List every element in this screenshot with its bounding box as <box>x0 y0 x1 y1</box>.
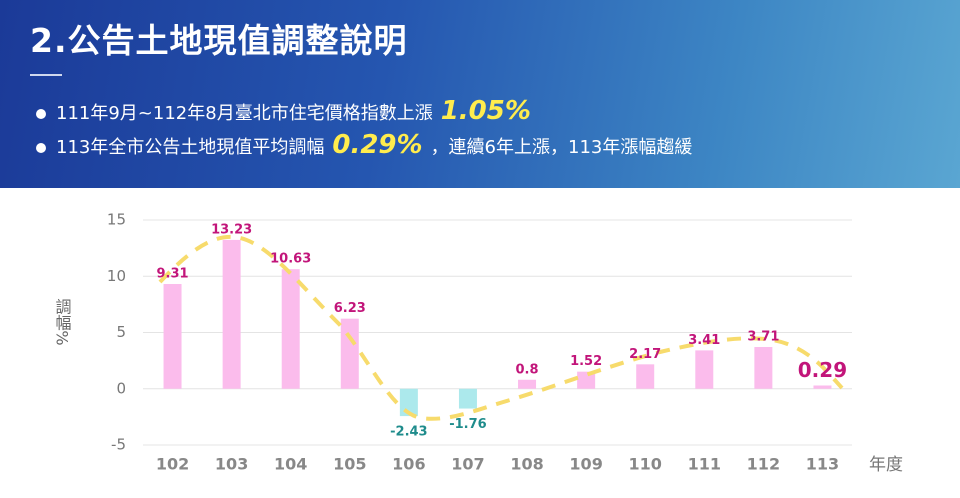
data-label: 9.31 <box>157 267 189 282</box>
y-tick-label: 5 <box>116 323 126 341</box>
bar <box>163 284 182 389</box>
y-tick-label: -5 <box>111 436 126 454</box>
bar <box>399 388 418 417</box>
bullet: 113年全市公告土地現值平均調幅 0.29% ，連續6年上漲，113年漲幅趨緩 <box>36 130 692 160</box>
data-label: 0.29 <box>798 358 847 382</box>
x-tick-label: 109 <box>569 455 602 474</box>
bar <box>458 388 477 409</box>
x-tick-label: 107 <box>451 455 484 474</box>
bar <box>813 385 832 389</box>
highlight: 0.29% <box>332 130 423 160</box>
x-tick-label: 104 <box>274 455 307 474</box>
x-tick-label: 108 <box>510 455 543 474</box>
x-tick-label: 112 <box>747 455 780 474</box>
bar <box>754 347 773 389</box>
x-tick-label: 111 <box>688 455 721 474</box>
x-tick-label: 110 <box>629 455 662 474</box>
bar <box>577 371 596 389</box>
data-label: 13.23 <box>211 222 252 237</box>
bullet: 111年9月~112年8月臺北市住宅價格指數上漲 1.05% <box>36 96 539 126</box>
x-tick-label: 113 <box>806 455 839 474</box>
data-label: 3.71 <box>747 330 779 345</box>
x-tick-label: 103 <box>215 455 248 474</box>
bullet-dot <box>36 143 46 153</box>
data-label: -1.76 <box>449 417 486 432</box>
y-tick-label: 10 <box>107 267 126 285</box>
trend-line <box>158 234 844 421</box>
data-label: 10.63 <box>270 252 311 267</box>
bullet-text: ，連續6年上漲，113年漲幅趨緩 <box>430 137 693 158</box>
x-axis-label: 年度 <box>869 455 903 475</box>
header: 2.公告土地現值調整說明 111年9月~112年8月臺北市住宅價格指數上漲 1.0… <box>0 0 960 188</box>
bar <box>518 379 537 389</box>
bar <box>281 269 300 389</box>
data-label: 2.17 <box>629 347 661 362</box>
y-axis-label: 調幅% <box>53 298 72 345</box>
data-label: 1.52 <box>570 354 602 369</box>
data-label: 3.41 <box>688 333 720 348</box>
data-label: 0.8 <box>516 362 539 377</box>
data-label: 6.23 <box>334 301 366 316</box>
bar <box>340 318 359 389</box>
y-tick-label: 15 <box>107 211 126 229</box>
x-tick-label: 105 <box>333 455 366 474</box>
highlight: 1.05% <box>440 96 531 126</box>
title: 2.公告土地現值調整說明 <box>30 21 408 60</box>
data-label: -2.43 <box>390 425 427 440</box>
bullet-text: 113年全市公告土地現值平均調幅 <box>56 137 325 158</box>
bar <box>695 350 714 389</box>
divider <box>30 74 62 76</box>
x-tick-label: 106 <box>392 455 425 474</box>
x-tick-label: 102 <box>156 455 189 474</box>
bullet-dot <box>36 109 46 119</box>
y-tick-label: 0 <box>116 379 126 397</box>
bar <box>222 239 241 389</box>
bar <box>636 364 655 389</box>
bullet-text: 111年9月~112年8月臺北市住宅價格指數上漲 <box>56 103 433 124</box>
